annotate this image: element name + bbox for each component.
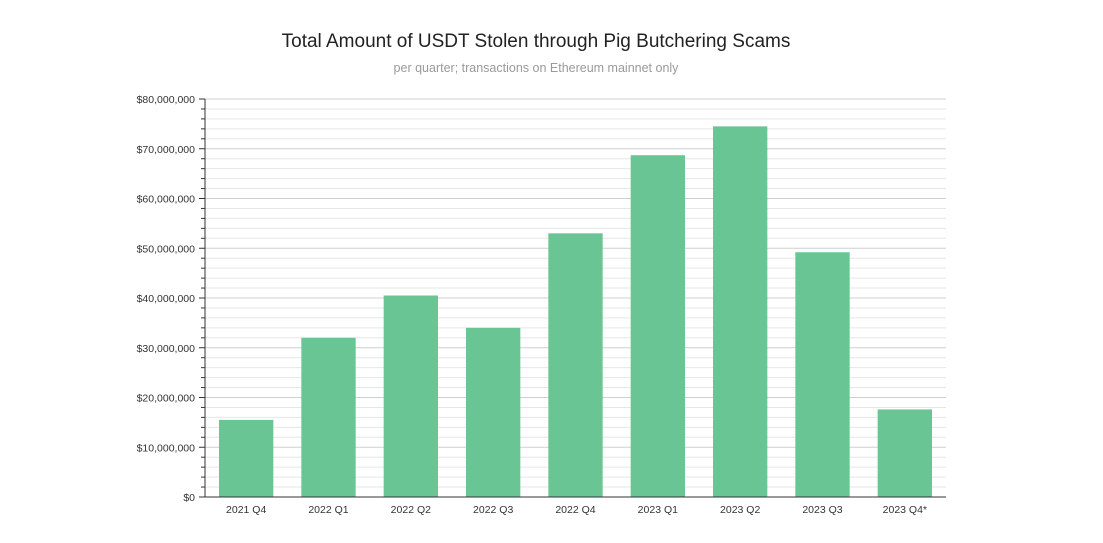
bar xyxy=(877,409,933,497)
axes xyxy=(199,98,946,498)
x-tick-label: 2023 Q1 xyxy=(638,504,678,516)
bar xyxy=(383,295,439,497)
bar xyxy=(465,327,521,497)
chart-title: Total Amount of USDT Stolen through Pig … xyxy=(281,31,791,52)
x-tick-label: 2022 Q1 xyxy=(308,504,348,516)
x-tick-label: 2023 Q2 xyxy=(720,504,760,516)
bar xyxy=(218,419,274,497)
y-tick-label: $40,000,000 xyxy=(137,293,196,305)
x-tick-label: 2022 Q2 xyxy=(391,504,431,516)
x-tick-label: 2021 Q4 xyxy=(226,504,266,516)
y-tick-label: $20,000,000 xyxy=(137,393,196,405)
y-tick-label: $70,000,000 xyxy=(137,144,196,156)
y-tick-label: $0 xyxy=(183,492,195,504)
x-tick-label: 2022 Q3 xyxy=(473,504,513,516)
y-tick-label: $10,000,000 xyxy=(137,442,196,454)
bar xyxy=(548,233,603,497)
bar xyxy=(301,337,356,497)
x-tick-labels: 2021 Q4 2022 Q1 2022 Q2 2022 Q3 2022 Q4 2023 … xyxy=(226,504,927,516)
chart-subtitle: per quarter; transactions on Ethereum ma… xyxy=(393,61,679,75)
y-tick-label: $30,000,000 xyxy=(137,343,196,355)
bar xyxy=(712,126,768,498)
bar xyxy=(795,252,850,497)
y-tick-labels: $0 $10,000,000 $20,000,000 $30,000,000 $40,0… xyxy=(137,94,196,504)
y-tick-label: $50,000,000 xyxy=(137,243,196,255)
x-tick-label: 2023 Q4* xyxy=(883,504,927,516)
x-tick-label: 2023 Q3 xyxy=(802,504,842,516)
y-tick-label: $60,000,000 xyxy=(137,194,196,206)
bars xyxy=(218,126,933,498)
y-tick-label: $80,000,000 xyxy=(137,94,196,106)
x-tick-label: 2022 Q4 xyxy=(555,504,595,516)
bar xyxy=(630,155,686,497)
